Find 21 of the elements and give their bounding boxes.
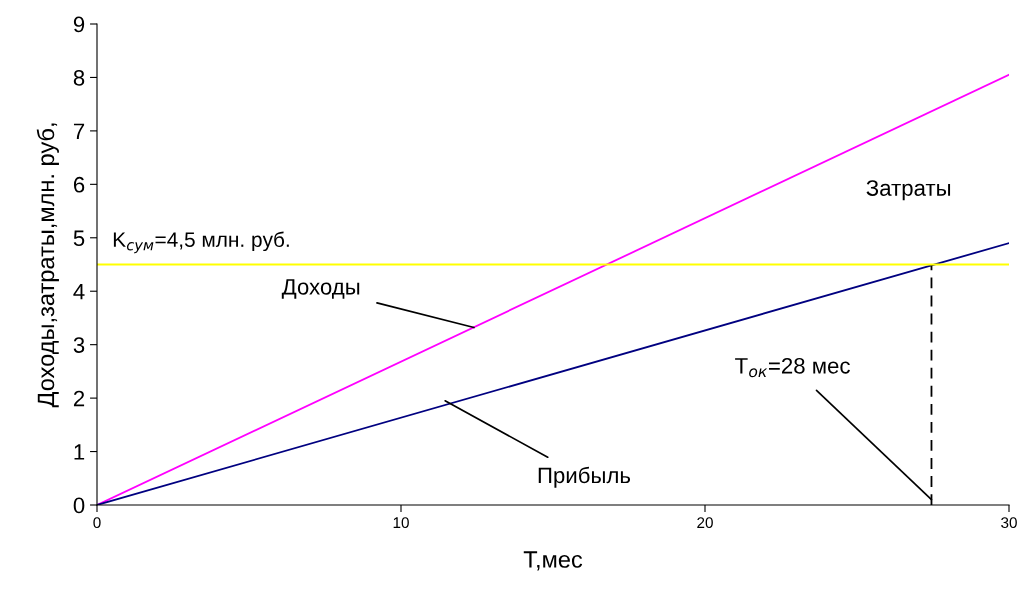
x-tick-label: 0	[93, 517, 101, 529]
y-tick-label: 6	[73, 176, 85, 193]
x-tick-label: 10	[393, 517, 409, 529]
x-tick-label: 20	[697, 517, 713, 529]
y-tick-label: 5	[73, 230, 85, 247]
x-tick-label: 30	[1001, 517, 1017, 529]
annotation: Доходы	[281, 279, 360, 299]
y-axis-title: Доходы,затраты,млн. руб,	[36, 123, 59, 408]
annotation: Затраты	[866, 180, 951, 201]
y-tick-label: 8	[73, 69, 85, 86]
annotation: T$_{ок}$=28 мес	[735, 357, 850, 378]
y-tick-label: 4	[73, 283, 85, 300]
y-tick-label: 9	[73, 16, 85, 33]
y-tick-label: 3	[73, 337, 85, 353]
annotation: Прибыль	[538, 466, 631, 488]
y-tick-label: 2	[73, 390, 85, 407]
ref-line-label: K$_{сум}$=4,5 млн. руб.	[113, 231, 289, 254]
x-axis-title: T,мес	[523, 551, 583, 571]
y-tick-label: 0	[73, 497, 85, 514]
y-tick-label: 7	[73, 123, 85, 139]
y-tick-label: 1	[74, 444, 85, 460]
